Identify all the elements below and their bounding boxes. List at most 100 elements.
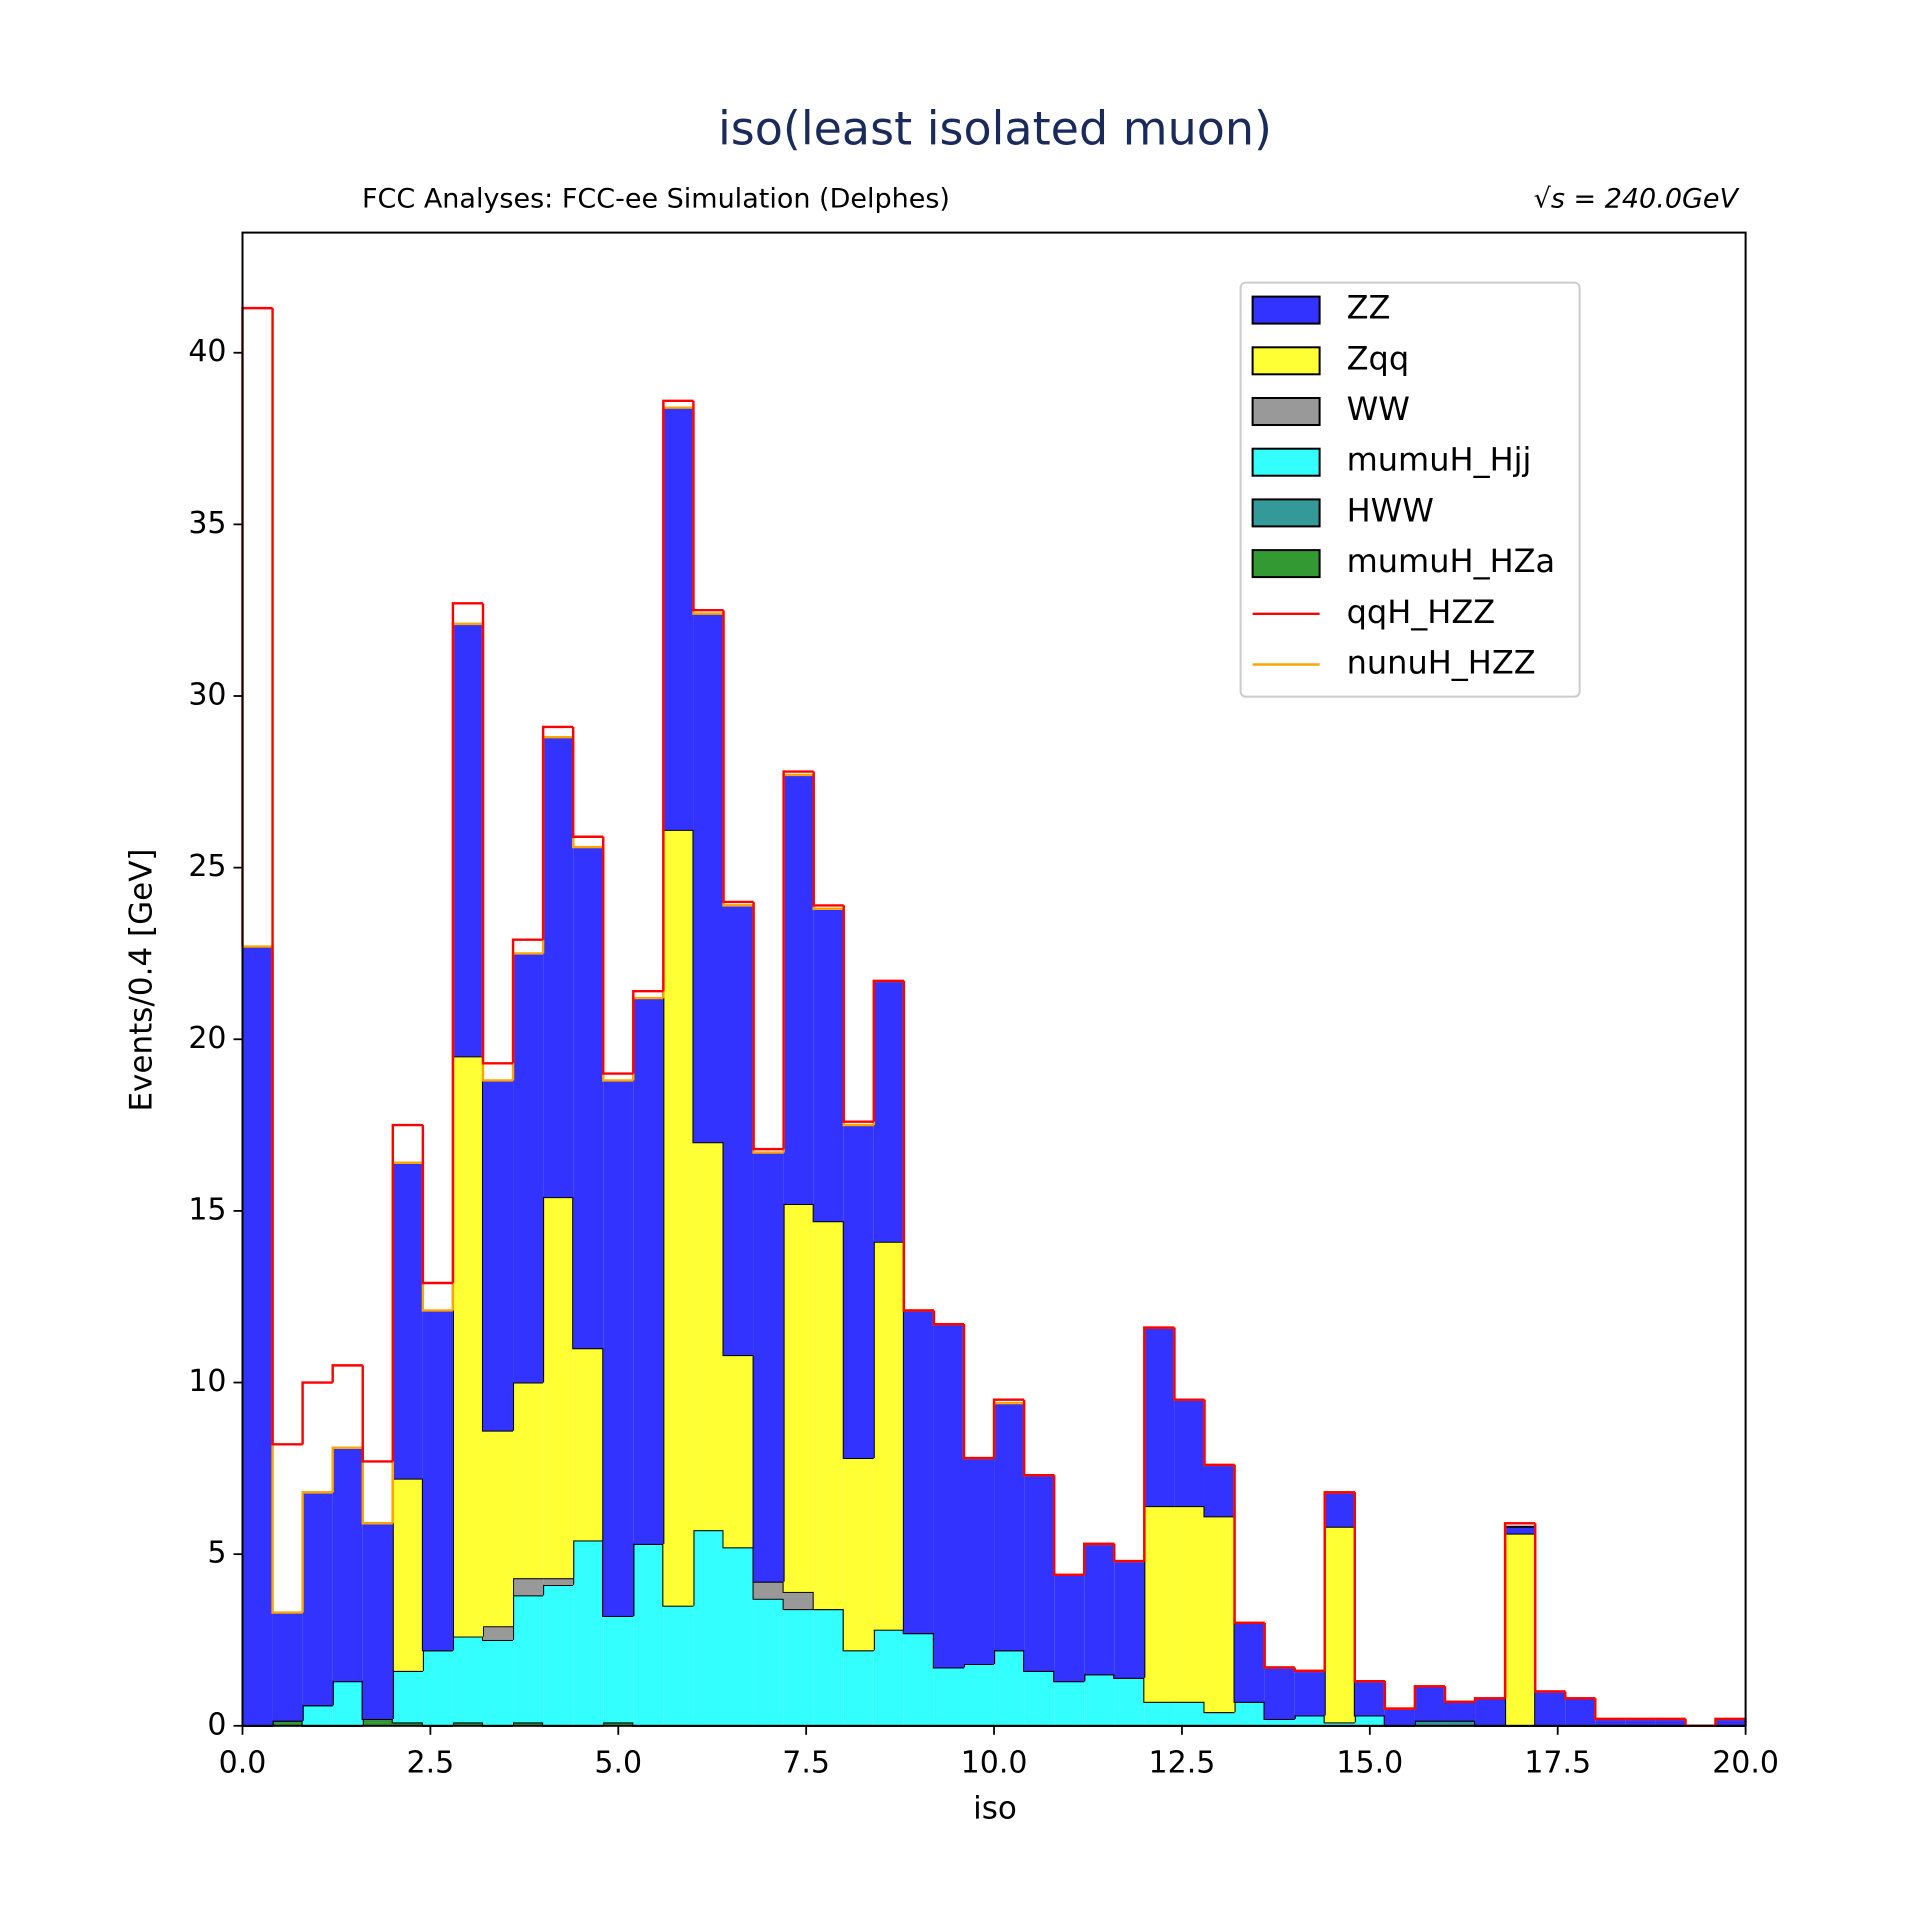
bar [1174, 1506, 1205, 1702]
bar [1444, 1720, 1476, 1726]
bar [1655, 1718, 1686, 1726]
step-line [722, 610, 754, 904]
bar [1024, 1475, 1055, 1671]
bar [963, 1458, 995, 1665]
bar [1114, 1677, 1145, 1726]
bar-edge [752, 905, 784, 1154]
bar [663, 1605, 694, 1726]
bar [1625, 1718, 1656, 1726]
bar [1234, 1622, 1265, 1702]
step-line [1263, 1622, 1295, 1669]
step-line [722, 613, 754, 907]
step-line [1203, 1399, 1235, 1467]
chart-title: iso(least isolated muon) [718, 102, 1272, 156]
bar [513, 1722, 544, 1726]
bar [543, 1197, 574, 1579]
step-line [1594, 1698, 1626, 1721]
bar [633, 1543, 664, 1726]
step-line [992, 1398, 1025, 1459]
legend-box [1239, 281, 1581, 698]
bar [362, 1523, 393, 1719]
bar [933, 1667, 964, 1726]
bar [1565, 1698, 1596, 1726]
bar [843, 1125, 874, 1459]
bar [1354, 1715, 1385, 1726]
step-line [1353, 1492, 1385, 1683]
legend-swatch [1251, 397, 1321, 426]
bar [1234, 1701, 1265, 1726]
step-line [1233, 1464, 1265, 1625]
step-line [1533, 1523, 1566, 1693]
step-line [361, 1447, 393, 1525]
bar [873, 980, 904, 1242]
bar [783, 1204, 814, 1592]
bar [1054, 1574, 1085, 1682]
step-line [1143, 1326, 1175, 1562]
bar [422, 1650, 453, 1726]
step-line [962, 1324, 995, 1460]
bar-edge [1023, 1650, 1055, 1672]
step-line [241, 306, 273, 947]
x-tick-label: 10.0 [961, 1745, 1028, 1780]
step-line [602, 847, 634, 1082]
series-filled [242, 1529, 1746, 1727]
legend-swatch [1251, 549, 1321, 579]
y-tick-label: 20 [188, 1021, 226, 1056]
step-line [301, 1381, 333, 1445]
bar [723, 905, 754, 1356]
bar [513, 1595, 544, 1723]
bar [272, 1720, 303, 1726]
y-axis-label: Events/0.4 [GeV] [124, 848, 160, 1111]
bar [392, 1722, 423, 1726]
bar [1204, 1712, 1235, 1726]
bar [1384, 1708, 1415, 1726]
bar [994, 1650, 1025, 1726]
step-line [632, 990, 664, 1074]
axes-frame [241, 231, 1747, 1727]
step-line [451, 602, 483, 1283]
bar-edge [692, 407, 724, 615]
bar-edge [722, 613, 754, 907]
bar [392, 1162, 423, 1479]
bar-edge [1053, 1475, 1085, 1576]
bar [963, 1664, 995, 1726]
y-tick-label: 35 [188, 506, 226, 541]
bar [392, 1478, 423, 1671]
step-line [271, 308, 303, 1446]
step-line [1594, 1698, 1626, 1721]
x-tick-label: 12.5 [1149, 1745, 1216, 1780]
step-line [1443, 1686, 1476, 1703]
bar-edge [1203, 1506, 1235, 1518]
bar [603, 1615, 634, 1723]
step-line [1052, 1475, 1085, 1576]
bar [1354, 1681, 1385, 1716]
step-line [752, 905, 784, 1154]
bar [603, 1722, 634, 1726]
x-axis-label: iso [973, 1791, 1017, 1827]
legend-swatch [1251, 295, 1321, 325]
bar [573, 847, 604, 1349]
step-line [571, 726, 604, 838]
x-tick-label: 0.0 [219, 1745, 267, 1780]
bar [1264, 1718, 1295, 1726]
bar [693, 1142, 724, 1531]
step-line [812, 771, 844, 907]
bar [603, 1080, 634, 1616]
bar [1595, 1718, 1626, 1726]
step-line [1533, 1523, 1566, 1693]
step-line [662, 399, 694, 992]
bar [543, 737, 574, 1198]
bar [272, 1612, 303, 1721]
bar [1174, 1399, 1205, 1507]
legend-label: mumuH_HZa [1347, 542, 1556, 580]
bar [783, 1591, 814, 1610]
bar-edge [962, 1324, 995, 1460]
bar [1144, 1327, 1175, 1507]
step-line [1083, 1542, 1115, 1575]
bar [1505, 1533, 1536, 1726]
legend-label: Zqq [1347, 339, 1410, 377]
bar [452, 1722, 483, 1726]
step-line [782, 770, 814, 1150]
